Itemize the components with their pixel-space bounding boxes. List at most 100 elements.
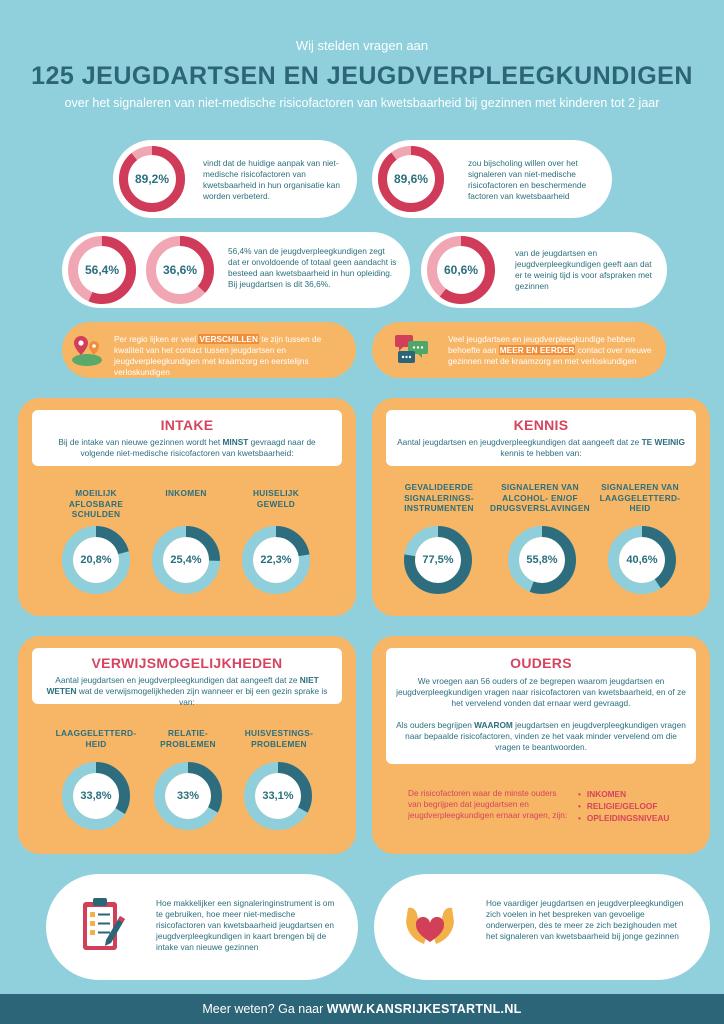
- stat-card-3: 56,4% 36,6% 56,4% van de jeugdverpleegku…: [62, 232, 410, 308]
- ouders-panel: OUDERS We vroegen aan 56 ouders of ze be…: [372, 636, 710, 854]
- verwijs-title: VERWIJSMOGELIJKHEDEN: [91, 655, 283, 671]
- donut-value-arc: [152, 526, 220, 594]
- donut-center: [165, 773, 211, 819]
- donut-value-arc: [427, 236, 495, 304]
- intake-donut-3-label: 22,3%: [260, 554, 292, 566]
- note-contact-highlight: MEER EN EERDER: [498, 345, 576, 355]
- intake-cat-3: HUISELIJK GEWELD: [252, 488, 300, 509]
- donut-value-arc: [68, 236, 136, 304]
- donut-3a-label: 56,4%: [84, 263, 120, 277]
- kennis-donut-2: 55,8%: [508, 526, 576, 594]
- stat-1-text: vindt dat de huidige aanpak van niet-med…: [203, 158, 340, 201]
- stat-card-1: 89,2% vindt dat de huidige aanpak van ni…: [113, 140, 357, 218]
- footer-link[interactable]: WWW.KANSRIJKESTARTNL.NL: [326, 1002, 522, 1016]
- verwijs-donut-1: 33,8%: [62, 762, 130, 830]
- donut-1-label: 89,2%: [134, 172, 170, 186]
- page-title: 125 JEUGDARTSEN EN JEUGDVERPLEEGKUNDIGEN: [31, 62, 693, 90]
- kennis-description: Aantal jeugdartsen en jeugdverpleegkundi…: [397, 437, 685, 458]
- bottom-card-1: Hoe makkelijker een signaleringinstrumen…: [46, 874, 358, 980]
- kennis-cat-3: SIGNALEREN VAN LAAGGELETTERD-HEID: [599, 482, 681, 513]
- list-item: OPLEIDINGSNIVEAU: [578, 812, 698, 824]
- verwijs-donut-1-label: 33,8%: [80, 790, 112, 802]
- verwijs-panel: VERWIJSMOGELIJKHEDEN Aantal jeugdartsen …: [18, 636, 356, 854]
- kennis-title: KENNIS: [513, 417, 569, 433]
- kennis-donut-1-label: 77,5%: [422, 554, 454, 566]
- donut-2-label: 89,6%: [393, 172, 429, 186]
- intake-description: Bij de intake van nieuwe gezinnen wordt …: [58, 437, 316, 458]
- donut-3b: 36,6%: [146, 236, 214, 304]
- verwijs-cat-3: HUISVESTINGS-PROBLEMEN: [244, 728, 314, 749]
- kennis-cat-2: SIGNALEREN VAN ALCOHOL- EN/OF DRUGSVERSL…: [490, 482, 590, 513]
- verwijs-cat-2: RELATIE-PROBLEMEN: [160, 728, 216, 749]
- note-regions-text: Per regio lijken er veel VERSCHILLEN te …: [114, 334, 322, 377]
- donut-center: [163, 537, 209, 583]
- donut-value-arc: [242, 526, 310, 594]
- intake-donut-3: 22,3%: [242, 526, 310, 594]
- stat-3-text: 56,4% van de jeugdverpleegkundigen zegt …: [228, 246, 397, 289]
- verwijs-header: VERWIJSMOGELIJKHEDEN Aantal jeugdartsen …: [32, 648, 342, 707]
- intake-donut-2-label: 25,4%: [170, 554, 202, 566]
- verwijs-description: Aantal jeugdartsen en jeugdverpleegkundi…: [46, 675, 328, 707]
- intake-donut-1: 20,8%: [62, 526, 130, 594]
- donut-value-arc: [146, 236, 214, 304]
- donut-value-arc: [62, 762, 130, 830]
- intake-donut-1-label: 20,8%: [80, 554, 112, 566]
- ouders-header: OUDERS We vroegen aan 56 ouders of ze be…: [386, 648, 696, 764]
- donut-center: [519, 537, 565, 583]
- donut-value-arc: [608, 526, 676, 594]
- kennis-panel: KENNIS Aantal jeugdartsen en jeugdverple…: [372, 398, 710, 616]
- verwijs-donut-2-label: 33%: [176, 790, 200, 802]
- donut-value-arc: [378, 146, 444, 212]
- bottom-1-text: Hoe makkelijker een signaleringinstrumen…: [156, 898, 335, 952]
- intake-panel: INTAKE Bij de intake van nieuwe gezinnen…: [18, 398, 356, 616]
- donut-center: [253, 537, 299, 583]
- kennis-donut-1: 77,5%: [404, 526, 472, 594]
- donut-4: 60,6%: [427, 236, 495, 304]
- donut-value-arc: [154, 762, 222, 830]
- ouders-risk-list: INKOMEN RELIGIE/GELOOF OPLEIDINGSNIVEAU: [578, 788, 698, 824]
- kennis-donut-2-label: 55,8%: [526, 554, 558, 566]
- donut-value-arc: [244, 762, 312, 830]
- verwijs-cat-1: LAAGGELETTERD-HEID: [55, 728, 137, 749]
- ouders-note: De risicofactoren waar de minste ouders …: [408, 788, 568, 820]
- intake-header: INTAKE Bij de intake van nieuwe gezinnen…: [32, 410, 342, 466]
- heart-hands-icon: [404, 902, 456, 950]
- stat-card-2: 89,6% zou bijscholing willen over het si…: [372, 140, 612, 218]
- donut-value-arc: [404, 526, 472, 594]
- donut-value-arc: [119, 146, 185, 212]
- intake-cat-1: MOEILIJK AFLOSBARE SCHULDEN: [68, 488, 124, 519]
- donut-4-label: 60,6%: [443, 263, 479, 277]
- donut-center: [73, 773, 119, 819]
- note-contact: Veel jeugdartsen en jeugdverpleegkundige…: [372, 322, 666, 378]
- ouders-paragraph-2: Als ouders begrijpen WAAROM jeugdartsen …: [396, 720, 686, 752]
- list-item: INKOMEN: [578, 788, 698, 800]
- verwijs-donut-3: 33,1%: [244, 762, 312, 830]
- donut-3b-label: 36,6%: [162, 263, 198, 277]
- donut-2: 89,6%: [378, 146, 444, 212]
- stat-card-4: 60,6% van de jeugdartsen en jeugdverplee…: [421, 232, 667, 308]
- note-contact-text: Veel jeugdartsen en jeugdverpleegkundige…: [448, 334, 652, 366]
- footer-lead: Meer weten? Ga naar: [202, 1002, 327, 1016]
- intake-donut-2: 25,4%: [152, 526, 220, 594]
- stat-4-text: van de jeugdartsen en jeugdverpleegkundi…: [515, 248, 652, 291]
- donut-value-arc: [62, 526, 130, 594]
- map-pin-icon: [70, 332, 104, 368]
- header-description: over het signaleren van niet-medische ri…: [64, 96, 660, 110]
- kennis-donut-3-label: 40,6%: [626, 554, 658, 566]
- footer: Meer weten? Ga naar WWW.KANSRIJKESTARTNL…: [0, 994, 724, 1024]
- donut-value-arc: [508, 526, 576, 594]
- note-regions: Per regio lijken er veel VERSCHILLEN te …: [62, 322, 356, 378]
- bottom-2-text: Hoe vaardiger jeugdartsen en jeugdverple…: [486, 898, 684, 941]
- ouders-title: OUDERS: [510, 655, 572, 671]
- donut-center: [415, 537, 461, 583]
- donut-center: [73, 537, 119, 583]
- note-regions-highlight: VERSCHILLEN: [198, 334, 259, 344]
- intake-title: INTAKE: [160, 417, 214, 433]
- ouders-paragraph-1: We vroegen aan 56 ouders of ze begrepen …: [396, 676, 686, 708]
- donut-3a: 56,4%: [68, 236, 136, 304]
- verwijs-donut-2: 33%: [154, 762, 222, 830]
- list-item: RELIGIE/GELOOF: [578, 800, 698, 812]
- donut-center: [619, 537, 665, 583]
- donut-1: 89,2%: [119, 146, 185, 212]
- kennis-header: KENNIS Aantal jeugdartsen en jeugdverple…: [386, 410, 696, 466]
